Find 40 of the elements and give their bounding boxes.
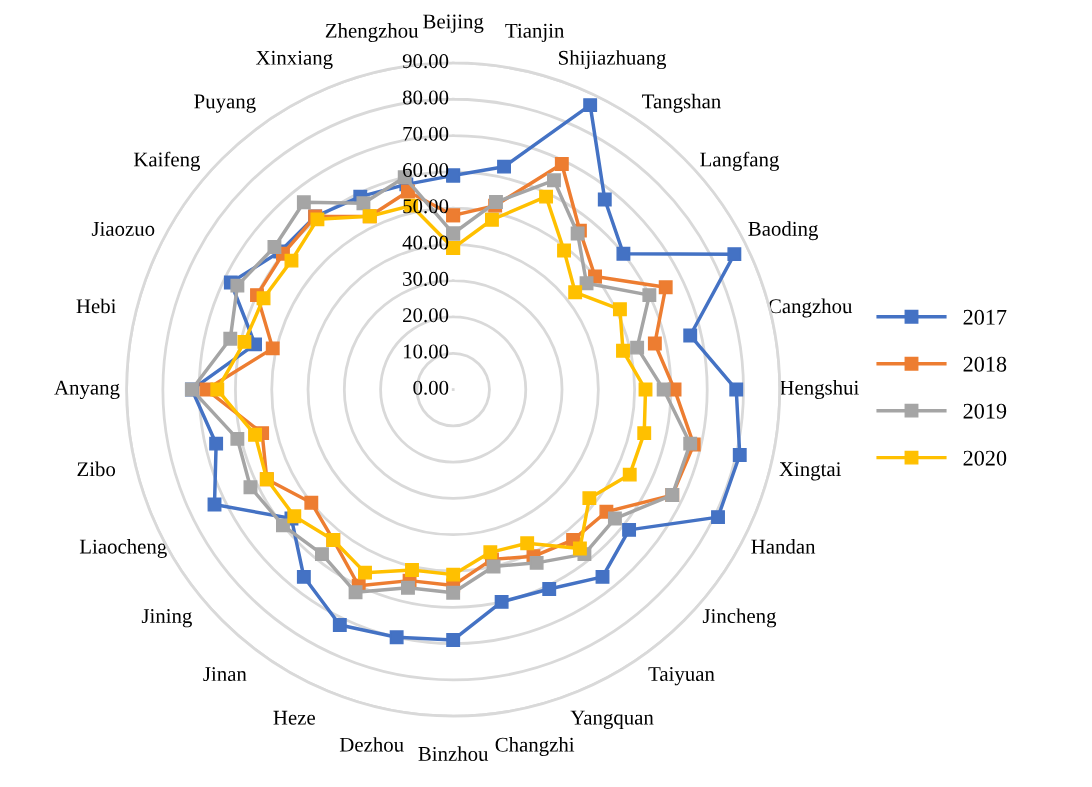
spoke-label: Xingtai bbox=[779, 462, 842, 481]
y-tick-label: 0.00 bbox=[413, 380, 449, 395]
spoke-label: Jincheng bbox=[702, 608, 777, 628]
spoke-label: Hengshui bbox=[780, 380, 859, 400]
spoke-label: Xinxiang bbox=[255, 50, 333, 70]
y-tick-label: 30.00 bbox=[403, 271, 449, 286]
spoke-label: Beijing bbox=[423, 14, 484, 33]
spoke-label: Binzhou bbox=[418, 746, 489, 761]
y-tick-label: 10.00 bbox=[403, 344, 449, 359]
spoke-label: Kaifeng bbox=[133, 151, 201, 171]
spoke-label: Tangshan bbox=[642, 93, 721, 113]
y-tick-label: 70.00 bbox=[403, 126, 449, 141]
spoke-label: Jinan bbox=[203, 667, 247, 682]
spoke-label: Hebi bbox=[76, 298, 117, 314]
legend-label: 2018 bbox=[963, 356, 1007, 372]
spoke-label: Puyang bbox=[194, 94, 256, 113]
spoke-label: Baoding bbox=[748, 221, 818, 241]
spoke-label: Dezhou bbox=[339, 737, 404, 752]
spoke-label: Cangzhou bbox=[768, 298, 853, 318]
spoke-label: Handan bbox=[751, 539, 816, 554]
y-tick-label: 80.00 bbox=[402, 90, 449, 105]
spoke-label: Heze bbox=[273, 710, 315, 725]
y-tick-label: 60.00 bbox=[403, 162, 449, 178]
spoke-label: Shijiazhuang bbox=[559, 50, 667, 70]
spoke-label: Yangquan bbox=[570, 710, 654, 729]
spoke-label: Jiaozuo bbox=[91, 221, 155, 236]
spoke-label: Zhengzhou bbox=[325, 23, 419, 43]
spoke-label: Zibo bbox=[77, 461, 116, 477]
legend-label: 2017 bbox=[963, 309, 1007, 325]
spoke-label: Langfang bbox=[700, 151, 779, 171]
legend-label: 2019 bbox=[963, 403, 1007, 419]
spoke-label: Tianjin bbox=[505, 23, 565, 42]
spoke-label: Jining bbox=[141, 609, 192, 628]
spoke-label: Changzhi bbox=[495, 737, 575, 757]
spoke-label: Anyang bbox=[54, 380, 120, 400]
spoke-label: Taiyuan bbox=[648, 667, 715, 686]
spoke-label: Liaocheng bbox=[79, 538, 167, 558]
legend-label: 2020 bbox=[963, 450, 1007, 466]
y-tick-label: 90.00 bbox=[402, 54, 449, 69]
y-tick-label: 20.00 bbox=[403, 308, 449, 323]
